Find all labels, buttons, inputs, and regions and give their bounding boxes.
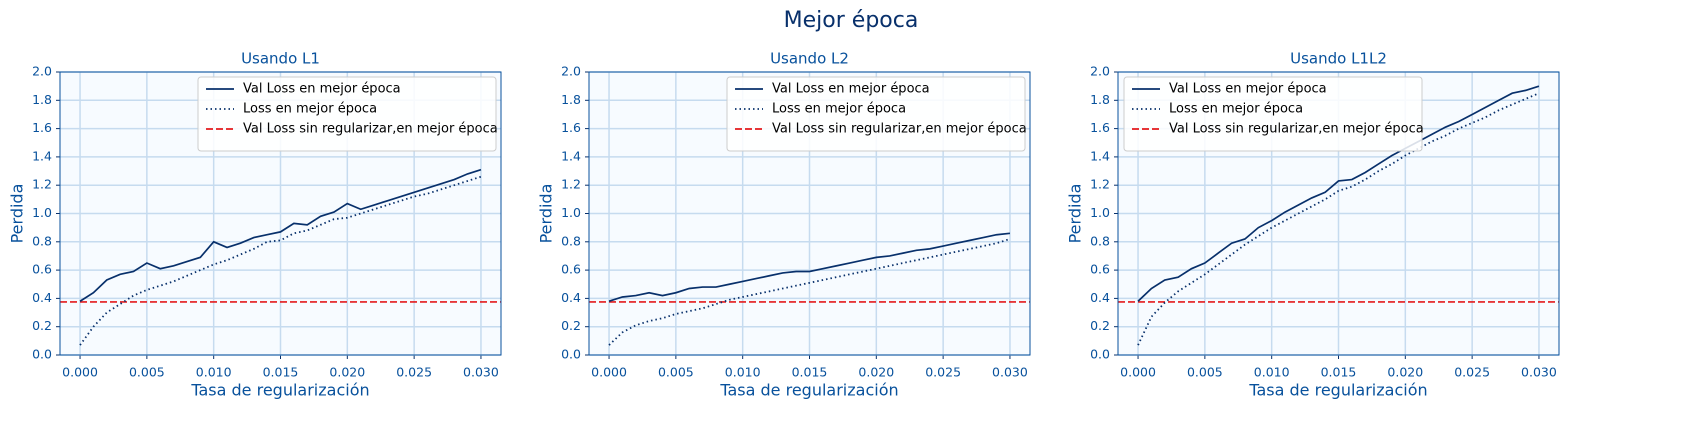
- y-tick-label: 0.2: [561, 318, 581, 333]
- y-tick-label: 0.2: [32, 318, 52, 333]
- x-axis-label: Tasa de regularización: [190, 381, 369, 400]
- x-tick-label: 0.020: [858, 365, 894, 380]
- y-tick-label: 1.6: [561, 120, 581, 135]
- y-tick-label: 1.2: [1090, 177, 1110, 192]
- y-tick-label: 1.0: [1090, 205, 1110, 220]
- legend-label: Loss en mejor época: [243, 102, 377, 117]
- y-tick-label: 1.4: [561, 148, 581, 163]
- chart-title: Usando L2: [770, 50, 849, 68]
- y-tick-label: 1.8: [32, 92, 52, 107]
- y-tick-label: 1.6: [32, 120, 52, 135]
- x-tick-label: 0.010: [196, 365, 232, 380]
- x-tick-label: 0.020: [329, 365, 365, 380]
- x-tick-label: 0.020: [1387, 365, 1423, 380]
- x-tick-label: 0.025: [396, 365, 432, 380]
- x-tick-label: 0.025: [1454, 365, 1490, 380]
- x-tick-label: 0.010: [1254, 365, 1290, 380]
- legend-label: Val Loss en mejor época: [243, 82, 401, 97]
- legend-label: Val Loss sin regularizar,en mejor época: [243, 122, 498, 137]
- x-tick-label: 0.005: [1187, 365, 1223, 380]
- x-tick-label: 0.000: [62, 365, 98, 380]
- y-tick-label: 0.0: [561, 347, 581, 362]
- y-tick-label: 0.4: [1090, 290, 1110, 305]
- y-tick-label: 2.0: [32, 64, 52, 79]
- y-tick-label: 0.4: [32, 290, 52, 305]
- y-tick-label: 1.0: [561, 205, 581, 220]
- x-axis-label: Tasa de regularización: [1248, 381, 1427, 400]
- x-tick-label: 0.010: [725, 365, 761, 380]
- y-tick-label: 0.6: [1090, 262, 1110, 277]
- x-tick-label: 0.000: [591, 365, 627, 380]
- series-line: [608, 238, 1011, 346]
- x-tick-label: 0.015: [1321, 365, 1357, 380]
- legend-label: Loss en mejor época: [772, 102, 906, 117]
- y-tick-label: 0.0: [1090, 347, 1110, 362]
- chart-title: Usando L1: [241, 50, 320, 68]
- y-tick-label: 2.0: [1090, 64, 1110, 79]
- series-line: [79, 168, 482, 302]
- y-tick-label: 0.2: [1090, 318, 1110, 333]
- y-tick-label: 1.2: [32, 177, 52, 192]
- x-tick-label: 0.030: [463, 365, 499, 380]
- plot-frame: [588, 71, 1031, 356]
- y-tick-label: 1.0: [32, 205, 52, 220]
- y-tick-label: 0.6: [561, 262, 581, 277]
- series-line: [608, 232, 1011, 303]
- x-tick-label: 0.030: [992, 365, 1028, 380]
- x-axis-label: Tasa de regularización: [719, 381, 898, 400]
- x-tick-label: 0.000: [1120, 365, 1156, 380]
- y-tick-label: 0.8: [32, 233, 52, 248]
- chart-title: Usando L1L2: [1290, 50, 1387, 68]
- legend: Val Loss en mejor época Loss en mejor épo…: [1123, 76, 1424, 152]
- legend-label: Val Loss sin regularizar,en mejor época: [772, 122, 1027, 137]
- y-tick-label: 2.0: [561, 64, 581, 79]
- y-tick-label: 1.8: [561, 92, 581, 107]
- y-tick-label: 0.8: [1090, 233, 1110, 248]
- legend-label: Loss en mejor época: [1169, 102, 1303, 117]
- x-tick-label: 0.015: [792, 365, 828, 380]
- y-axis-label: Perdida: [1066, 184, 1085, 244]
- figure-title: Mejor época: [784, 8, 919, 33]
- x-tick-label: 0.030: [1521, 365, 1557, 380]
- y-axis-label: Perdida: [8, 184, 27, 244]
- series-line: [1137, 92, 1540, 346]
- y-tick-label: 1.4: [1090, 148, 1110, 163]
- plot-frame: [59, 71, 502, 356]
- legend-label: Val Loss sin regularizar,en mejor época: [1169, 122, 1424, 137]
- legend-box: [1123, 76, 1423, 152]
- plot-frame: [1117, 71, 1560, 356]
- series-line: [1137, 85, 1540, 302]
- y-axis-label: Perdida: [537, 184, 556, 244]
- y-tick-label: 1.4: [32, 148, 52, 163]
- y-tick-label: 0.8: [561, 233, 581, 248]
- legend-box: [726, 76, 1026, 152]
- legend-label: Val Loss en mejor época: [1169, 82, 1327, 97]
- legend-box: [197, 76, 497, 152]
- legend: Val Loss en mejor época Loss en mejor épo…: [726, 76, 1027, 152]
- legend-label: Val Loss en mejor época: [772, 82, 930, 97]
- y-tick-label: 0.6: [32, 262, 52, 277]
- y-tick-label: 1.2: [561, 177, 581, 192]
- legend: Val Loss en mejor época Loss en mejor épo…: [197, 76, 498, 152]
- x-tick-label: 0.015: [263, 365, 299, 380]
- y-tick-label: 1.6: [1090, 120, 1110, 135]
- x-tick-label: 0.025: [925, 365, 961, 380]
- x-tick-label: 0.005: [658, 365, 694, 380]
- x-tick-label: 0.005: [129, 365, 165, 380]
- y-tick-label: 0.4: [561, 290, 581, 305]
- y-tick-label: 1.8: [1090, 92, 1110, 107]
- y-tick-label: 0.0: [32, 347, 52, 362]
